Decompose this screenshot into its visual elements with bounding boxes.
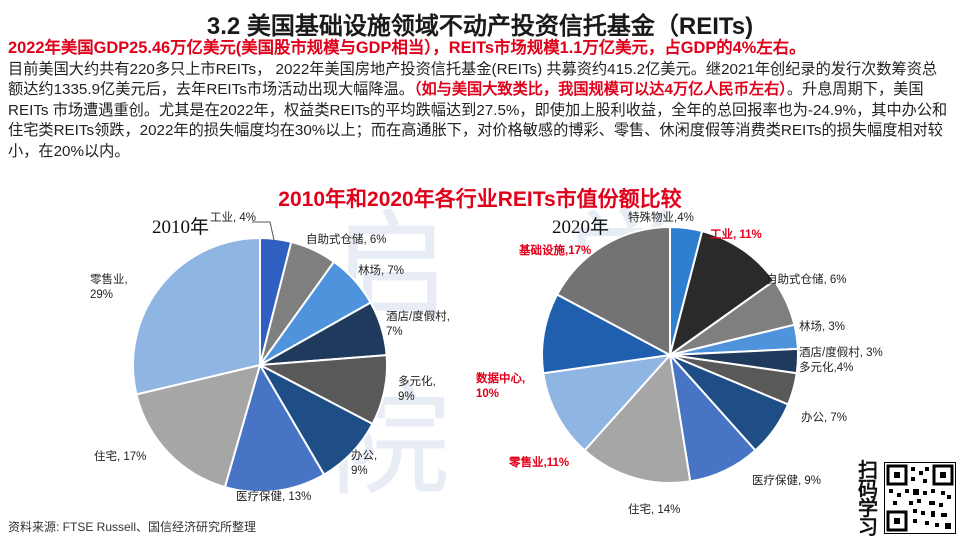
page-title: 3.2 美国基础设施领域不动产投资信托基金（REITs) (206, 13, 754, 40)
pie-2010-label: 2010年 (152, 217, 210, 238)
pie-1-label-7: 医疗保健, 9% (752, 473, 821, 487)
pie-1-slice-1 (668, 229, 776, 358)
pie-1-label-0: 特殊物业,4% (628, 210, 694, 224)
paragraph-text-c: 。升息周期下，美国 REITs 市场遭遇重创。尤其是在2022年，权益类REIT… (8, 81, 948, 160)
chart-title: 2010年和2020年各行业REITs市值份额比较 (278, 188, 682, 211)
qr-icon (886, 464, 954, 532)
pie-0-slice-7 (135, 363, 262, 489)
paragraph-red-note: （如与美国大致类比，我国规模可以达4万亿人民币左右） (413, 81, 787, 98)
qr-code[interactable] (884, 462, 956, 534)
pie-1-label-5: 多元化,4% (799, 360, 853, 374)
gdp-headline: 2022年美国GDP25.46万亿美元(美国股市规模与GDP相当），REITs市… (8, 39, 806, 57)
pie-0-slice-8 (132, 236, 261, 396)
pie-0-label-0: 工业, 4% (210, 211, 256, 224)
pie-1-label-1: 工业, 11% (710, 227, 762, 241)
pie-0-label-6: 医疗保健, 13% (236, 489, 311, 503)
pie-0-label-2: 林场, 7% (358, 263, 404, 277)
pie-0-leader-line (252, 221, 275, 241)
pie-0-label-7: 住宅, 17% (94, 449, 146, 463)
paragraph-text-a: 目前美国大约共有220多只上市REITs， 2022年美国房地产投资信托基金(R… (8, 60, 938, 99)
pie-0-label-1: 自助式仓储, 6% (306, 232, 387, 246)
pie-1-label-8: 住宅, 14% (628, 502, 680, 516)
pie-1-label-9: 零售业,11% (508, 455, 569, 469)
pie-1-slice-11 (555, 225, 671, 357)
pie-1-slice-9 (542, 353, 673, 452)
source-note: 资料来源: FTSE Russell、国信经济研究所整理 (8, 520, 257, 534)
pie-0-label-3: 酒店/度假村, 7% (386, 309, 450, 338)
pie-1-label-2: 自助式仓储, 6% (766, 272, 847, 286)
pie-1-slice-10 (540, 293, 674, 375)
pie-1-slice-8 (583, 352, 692, 484)
pie-1-label-3: 林场, 3% (799, 319, 845, 333)
pie-1-label-6: 办公, 7% (801, 410, 847, 424)
pie-1-label-10: 数据中心, 10% (476, 371, 525, 400)
pie-0-label-8: 零售业, 29% (90, 272, 128, 301)
pie-1-label-4: 酒店/度假村, 3% (799, 345, 883, 359)
pie-0-slice-6 (223, 362, 326, 493)
pie-1-label-11: 基础设施,17% (518, 243, 591, 257)
description-paragraph: 2022年美国GDP25.46万亿美元(美国股市规模与GDP相当），REITs市… (8, 38, 952, 162)
pie-0-label-5: 办公, 9% (351, 448, 377, 477)
scan-label: 扫码学习 (858, 460, 878, 539)
pie-2020-label: 2020年 (552, 217, 610, 238)
pie-0-label-4: 多元化, 9% (398, 374, 436, 403)
